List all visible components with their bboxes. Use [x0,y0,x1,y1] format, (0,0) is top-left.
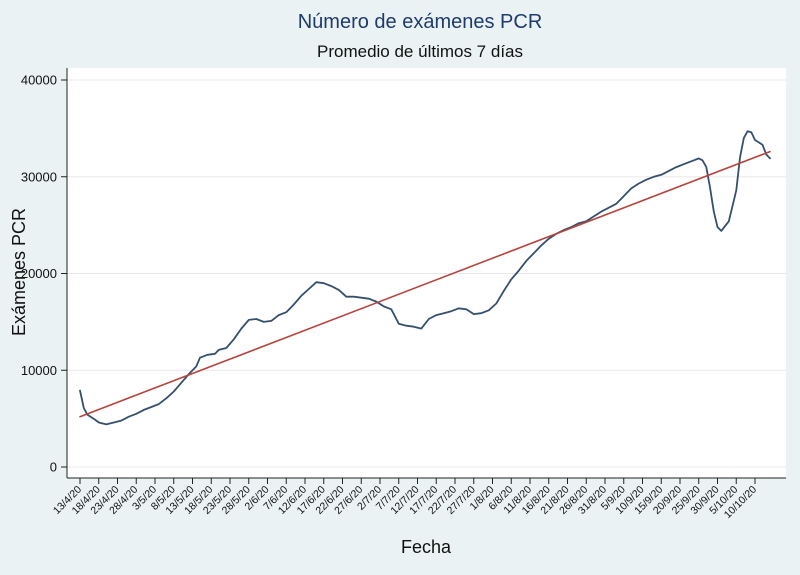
y-tick-label: 10000 [21,363,57,378]
chart-title: Número de exámenes PCR [298,11,543,33]
y-tick-label: 20000 [21,266,57,281]
grid-lines [67,79,786,468]
trend-line [79,150,771,418]
y-tick-label: 40000 [21,73,57,88]
y-tick-label: 0 [50,460,57,475]
y-axis-ticks: 0 10000 20000 30000 40000 [21,73,67,475]
y-tick-label: 30000 [21,169,57,184]
y-axis-title: Exámenes PCR [9,208,29,336]
chart-subtitle: Promedio de últimos 7 días [317,42,523,61]
series-line [79,130,771,426]
x-axis-title: Fecha [401,537,452,557]
series-layer [79,130,771,426]
